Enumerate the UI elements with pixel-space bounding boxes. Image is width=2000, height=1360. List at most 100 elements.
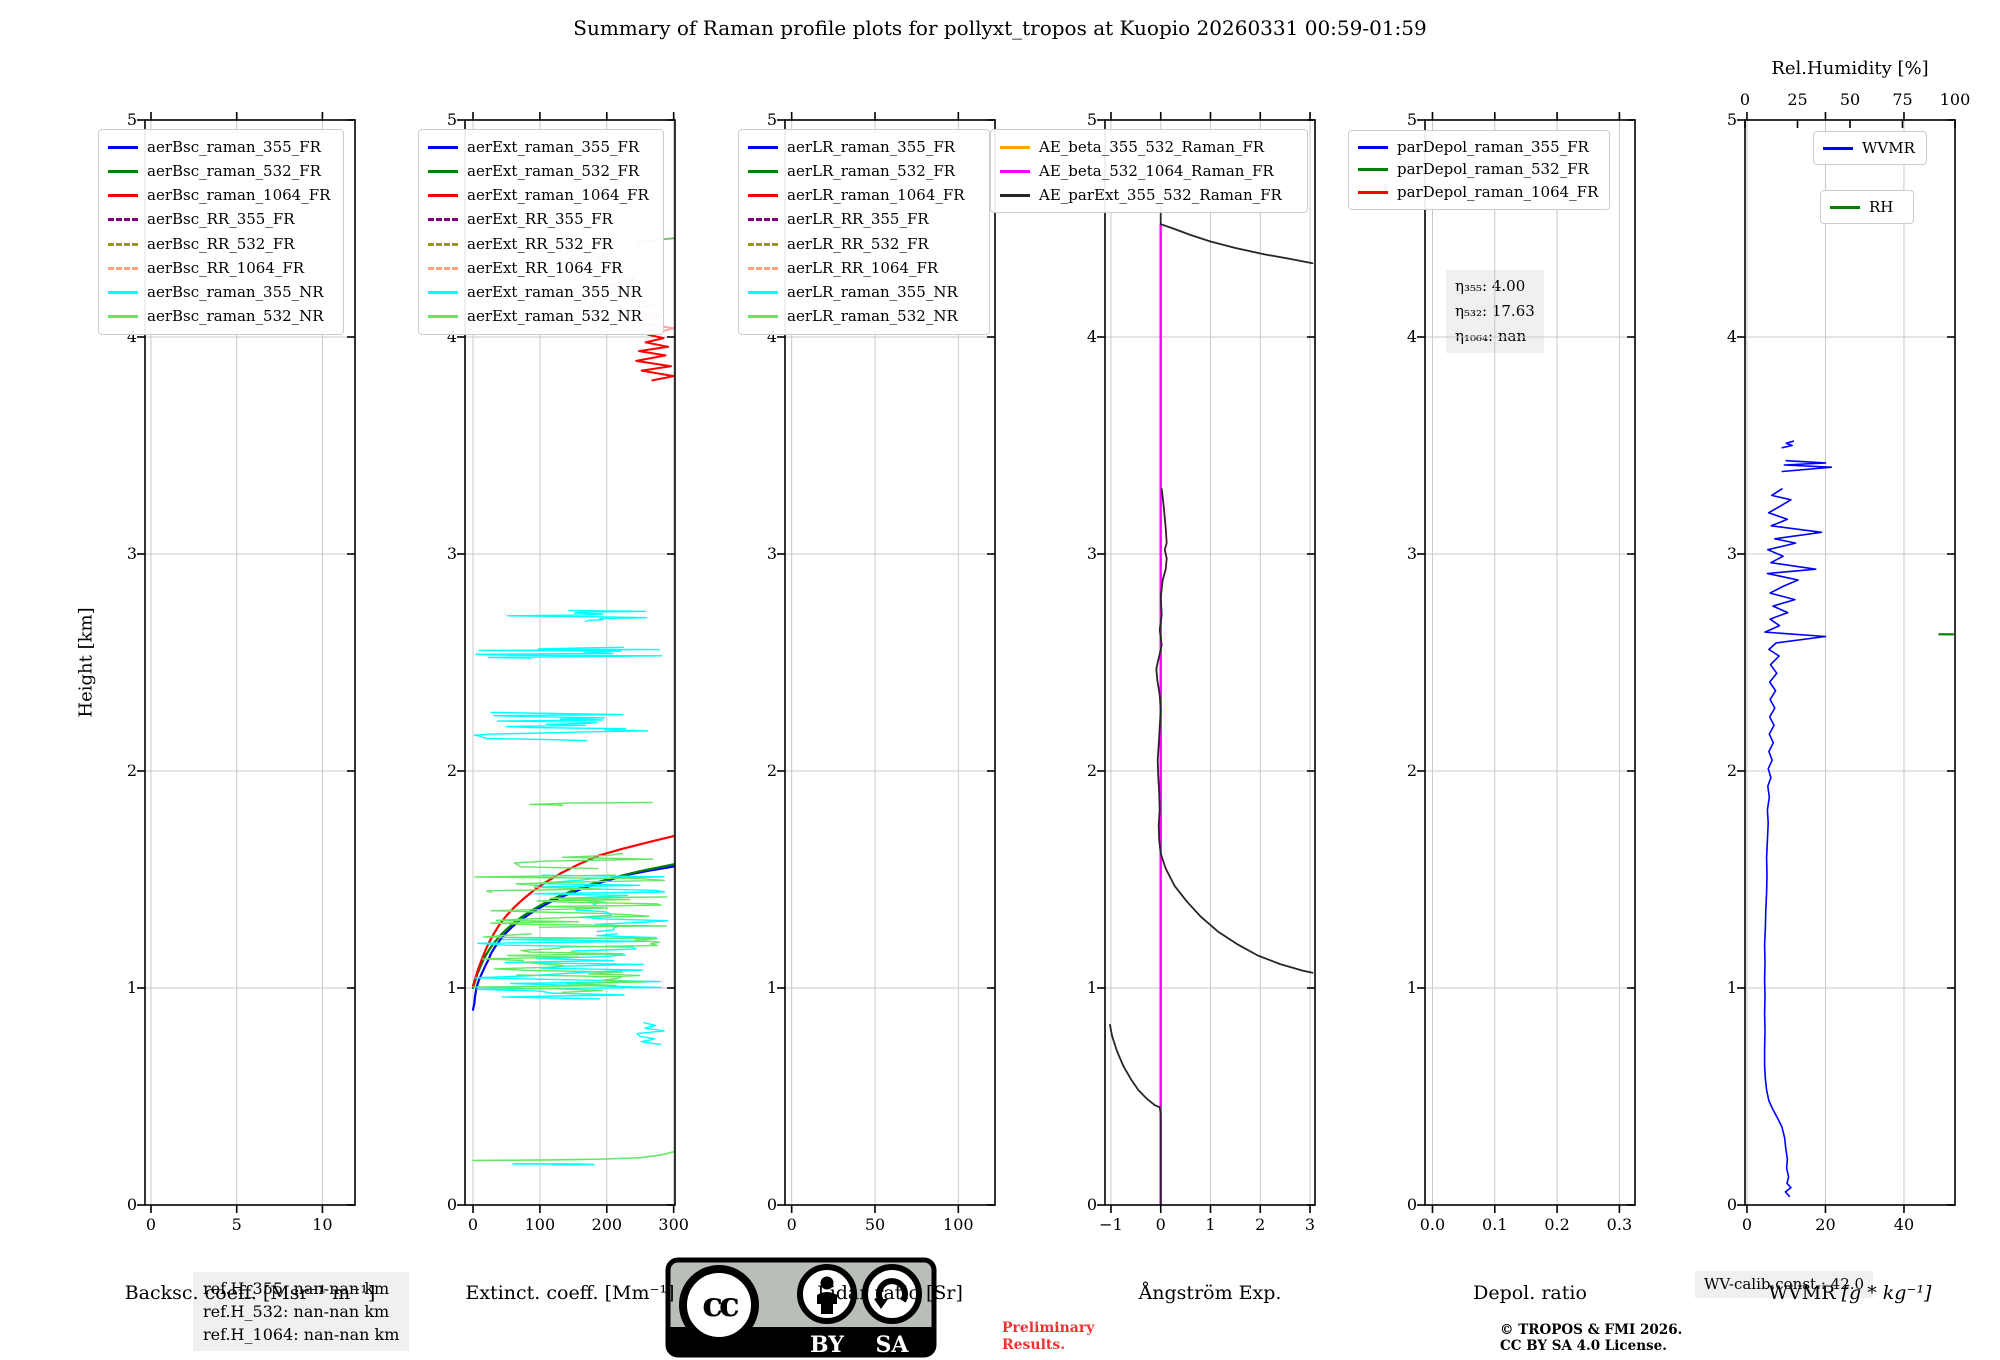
cc-license-badge: cc BY SA (665, 1257, 937, 1358)
y-tick-label: 5 (126, 110, 137, 129)
legend-line-sample (748, 242, 778, 246)
x-tick-label: 2 (1255, 1215, 1266, 1234)
legend-entry: AE_parExt_355_532_Raman_FR (1000, 187, 1298, 203)
series-AE_parExt_355_532_Raman_FR_mid (1155, 488, 1314, 974)
legend-label: aerBsc_raman_1064_FR (147, 186, 331, 205)
legend-line-sample (108, 218, 138, 222)
legend-line-sample (108, 194, 138, 198)
legend-line-sample (1000, 169, 1030, 173)
wv-calib-box: WV-calib.const.: 42.0 (1695, 1271, 1874, 1298)
series-aerExt_raman_355_NR_b2 (475, 646, 663, 659)
legend-entry: aerLR_raman_355_NR (748, 285, 980, 300)
plot-border (464, 119, 676, 1206)
series-aerExt_raman_532_NR_b6 (472, 974, 646, 993)
y-tick-label: 1 (126, 978, 137, 997)
y-tick-label: 2 (766, 761, 777, 780)
legend-label: WVMR (1862, 138, 1915, 157)
legend-entry: aerLR_RR_532_FR (748, 236, 980, 252)
legend-entry: AE_beta_532_1064_Raman_FR (1000, 163, 1298, 179)
legend-entry: aerBsc_RR_532_FR (108, 236, 334, 252)
x-tick-label: 50 (864, 1215, 886, 1234)
legend-entry: aerBsc_raman_532_FR (108, 161, 334, 180)
x-tick-label: 0.2 (1544, 1215, 1570, 1234)
y-tick-label: 0 (126, 1195, 137, 1214)
legend-label: aerBsc_raman_532_FR (147, 161, 321, 180)
legend-label: parDepol_raman_1064_FR (1397, 183, 1599, 202)
y-tick-label: 4 (1406, 327, 1417, 346)
y-tick-label: 3 (1726, 544, 1737, 563)
legend-line-sample (428, 169, 458, 173)
legend-line-sample (1823, 146, 1853, 150)
legend-label: aerExt_RR_1064_FR (467, 258, 623, 277)
legend-label: aerExt_raman_355_FR (467, 137, 640, 156)
cc-logo-icon: cc (679, 1265, 759, 1345)
legend-label: aerBsc_RR_1064_FR (147, 258, 305, 277)
x-tick-label: 100 (524, 1215, 556, 1234)
legend-label: aerBsc_RR_355_FR (147, 210, 295, 229)
top-axis-tick-label: 0 (1739, 90, 1751, 109)
figure-title: Summary of Raman profile plots for polly… (573, 16, 1427, 40)
legend-line-sample (108, 315, 138, 319)
x-tick-label: 0.0 (1419, 1215, 1446, 1234)
legend-label: aerBsc_raman_355_FR (147, 137, 321, 156)
legend-line-sample (748, 218, 778, 222)
x-axis-label-backscatter: Backsc. coeff. [Msr⁻¹ m⁻¹] (124, 1282, 376, 1304)
series-aerExt_raman_532_NR_b2 (513, 852, 654, 870)
legend-line-sample (1358, 191, 1388, 195)
top-axis-label: Rel.Humidity [%] (1771, 58, 1929, 79)
legend-label: aerLR_raman_532_NR (787, 307, 958, 326)
y-tick-label: 1 (1086, 978, 1097, 997)
x-tick-label: 200 (591, 1215, 623, 1234)
y-tick-label: 0 (1726, 1195, 1737, 1214)
legend-entry: aerLR_RR_355_FR (748, 212, 980, 227)
x-axis-label-angstroem: Ångström Exp. (1138, 1282, 1282, 1304)
x-tick-label: 0.3 (1606, 1215, 1633, 1234)
series-aerExt_raman_355_NR_b1 (506, 609, 648, 622)
legend-entry: aerExt_RR_355_FR (428, 212, 654, 227)
series-AE_parExt_355_532_Raman_FR_top (1159, 205, 1314, 265)
cc-by-person-icon (797, 1264, 857, 1324)
legend-line-sample (108, 242, 138, 246)
legend-entry: AE_beta_355_532_Raman_FR (1000, 139, 1298, 155)
series-WVMR_seg3 (1781, 440, 1795, 449)
legend-line-sample (428, 266, 458, 270)
series-aerExt_raman_355_NR_b3 (473, 711, 649, 742)
y-tick-label: 5 (1406, 110, 1417, 129)
y-tick-label: 2 (126, 761, 137, 780)
y-tick-label: 5 (1086, 110, 1097, 129)
legend-entry: aerBsc_RR_355_FR (108, 212, 334, 227)
plot-border (784, 119, 996, 1206)
copyright-note: © TROPOS & FMI 2026. CC BY SA 4.0 Licens… (1500, 1322, 1683, 1354)
panel-wvmr-graphics (1737, 112, 1956, 1213)
legend-label: aerLR_RR_1064_FR (787, 258, 939, 277)
legend-line-sample (1000, 145, 1030, 149)
legend-label: aerLR_raman_1064_FR (787, 186, 965, 205)
legend-line-sample (1358, 168, 1388, 172)
legend-line-sample (428, 218, 458, 222)
y-tick-label: 0 (446, 1195, 457, 1214)
series-aerExt_raman_532_NR_low (472, 1151, 675, 1162)
legend-line-sample (108, 145, 138, 149)
legend-line-sample (748, 291, 778, 295)
legend-entry: aerLR_RR_1064_FR (748, 258, 980, 277)
y-tick-label: 2 (1726, 761, 1737, 780)
legend-line-sample (748, 169, 778, 173)
legend-line-sample (748, 145, 778, 149)
legend-box-depol: parDepol_raman_355_FR parDepol_raman_532_… (1348, 130, 1610, 210)
x-tick-label: 0 (467, 1215, 479, 1234)
legend-line-sample (1830, 205, 1860, 209)
legend-label: aerExt_raman_532_FR (467, 161, 640, 180)
legend-entry: parDepol_raman_1064_FR (1358, 185, 1600, 200)
y-tick-label: 3 (126, 544, 137, 563)
x-tick-label: 5 (231, 1215, 242, 1234)
y-tick-label: 0 (1406, 1195, 1417, 1214)
y-tick-label: 2 (1086, 761, 1097, 780)
series-WVMR_main (1763, 488, 1827, 1198)
legend-entry: WVMR (1823, 138, 1917, 157)
legend-line-sample (428, 315, 458, 319)
y-tick-label: 5 (766, 110, 777, 129)
x-tick-label: 0 (1155, 1215, 1166, 1234)
top-axis-tick-label: 50 (1839, 90, 1861, 109)
legend-line-sample (108, 291, 138, 295)
panel-extinction-graphics (457, 112, 676, 1213)
